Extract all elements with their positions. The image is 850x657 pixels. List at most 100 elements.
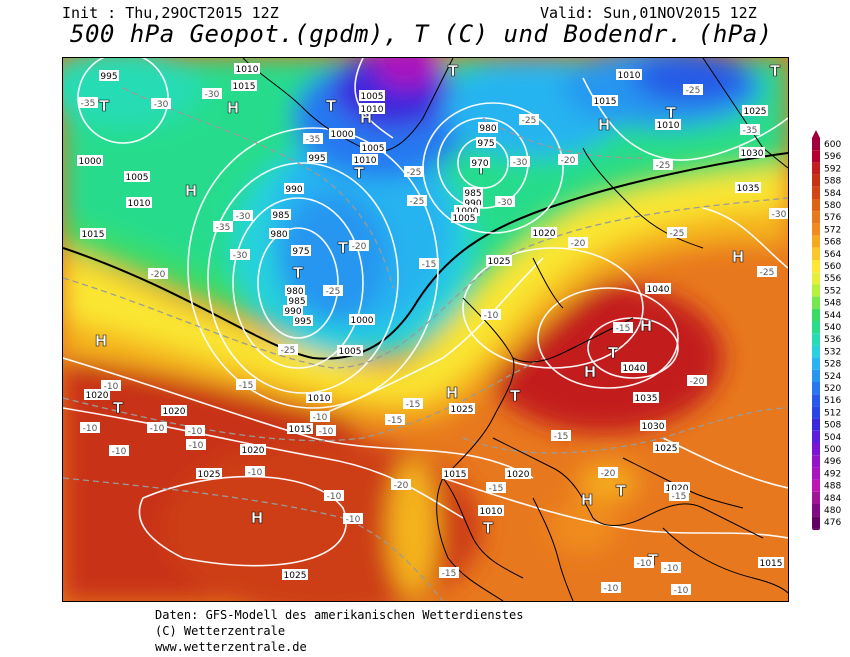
temperature-label: -30	[510, 156, 530, 168]
svg-text:-10: -10	[248, 468, 263, 478]
svg-text:995: 995	[100, 72, 117, 82]
svg-text:-15: -15	[239, 381, 254, 391]
svg-text:-15: -15	[422, 260, 437, 270]
svg-text:1025: 1025	[655, 444, 678, 454]
svg-text:1020: 1020	[666, 484, 689, 494]
pressure-label: 990	[284, 183, 304, 195]
temperature-label: -25	[757, 266, 777, 278]
temperature-label: -10	[310, 411, 330, 423]
pressure-label: 1025	[742, 105, 768, 117]
legend-swatch	[812, 162, 820, 175]
svg-text:-10: -10	[346, 515, 361, 525]
svg-text:-10: -10	[313, 413, 328, 423]
low-marker: T	[293, 264, 304, 282]
svg-text:1000: 1000	[351, 316, 374, 326]
temperature-label: -10	[343, 513, 363, 525]
pressure-label: 1020	[84, 389, 110, 401]
svg-text:-10: -10	[664, 564, 679, 574]
svg-text:-10: -10	[188, 427, 203, 437]
color-scale-legend: 600 596 592 588 584 580 576 572 568 564 560 556 552 5…	[812, 130, 841, 530]
pressure-label: 1010	[655, 119, 681, 131]
pressure-label: 995	[307, 152, 327, 164]
temperature-label: -10	[245, 466, 265, 478]
pressure-label: 1025	[196, 468, 222, 480]
svg-text:-10: -10	[674, 586, 689, 596]
temperature-label: -25	[404, 166, 424, 178]
legend-swatch	[812, 308, 820, 321]
pressure-label: 1015	[592, 95, 618, 107]
svg-text:-10: -10	[604, 584, 619, 594]
legend-value: 504	[824, 433, 841, 443]
temperature-label: -25	[683, 84, 703, 96]
svg-text:1025: 1025	[744, 107, 767, 117]
svg-text:-30: -30	[205, 90, 220, 100]
pressure-label: 1000	[329, 128, 355, 140]
temperature-label: -10	[186, 439, 206, 451]
svg-text:-10: -10	[83, 424, 98, 434]
pressure-label: 970	[470, 157, 490, 169]
temperature-label: -15	[669, 490, 689, 502]
legend-swatch	[812, 382, 820, 395]
svg-text:1010: 1010	[236, 65, 259, 75]
contour-552	[63, 152, 788, 360]
pressure-label: 995	[99, 70, 119, 82]
temperature-label: -25	[653, 159, 673, 171]
svg-text:1025: 1025	[451, 405, 474, 415]
svg-text:-10: -10	[637, 559, 652, 569]
svg-text:990: 990	[284, 307, 301, 317]
temperature-label: -20	[568, 237, 588, 249]
legend-swatch	[812, 296, 820, 309]
pressure-label: 1035	[633, 392, 659, 404]
svg-text:-25: -25	[410, 197, 425, 207]
svg-text:1025: 1025	[198, 470, 221, 480]
svg-text:-10: -10	[189, 441, 204, 451]
svg-text:-35: -35	[306, 135, 321, 145]
svg-text:-10: -10	[150, 424, 165, 434]
temperature-label: -10	[601, 582, 621, 594]
svg-text:1030: 1030	[642, 422, 665, 432]
pressure-label: 1010	[306, 392, 332, 404]
pressure-label: 1030	[739, 147, 765, 159]
legend-swatch	[812, 211, 820, 224]
legend-swatch	[812, 284, 820, 297]
pressure-label: 1010	[352, 154, 378, 166]
footer-website[interactable]: www.wetterzentrale.de	[155, 640, 307, 654]
pressure-label: 1040	[621, 362, 647, 374]
svg-text:-35: -35	[216, 223, 231, 233]
svg-text:1005: 1005	[126, 173, 149, 183]
svg-text:1020: 1020	[163, 407, 186, 417]
low-marker: T	[666, 104, 677, 122]
legend-value: 548	[824, 299, 841, 309]
high-marker: H	[446, 384, 459, 402]
legend-swatch	[812, 406, 820, 419]
svg-text:-25: -25	[760, 268, 775, 278]
temperature-label: -30	[202, 88, 222, 100]
low-marker: T	[338, 239, 349, 257]
pressure-label: 1020	[505, 468, 531, 480]
legend-swatch	[812, 430, 820, 443]
svg-text:970: 970	[471, 159, 488, 169]
pressure-label: 975	[291, 245, 311, 257]
pressure-label: 1010	[234, 63, 260, 75]
temperature-label: -15	[419, 258, 439, 270]
low-marker: T	[113, 399, 124, 417]
temperature-label: -15	[236, 379, 256, 391]
legend-bottom-arrow	[812, 528, 820, 530]
temperature-label: -20	[687, 375, 707, 387]
svg-text:-30: -30	[236, 212, 251, 222]
pressure-label: 1015	[231, 80, 257, 92]
svg-text:-20: -20	[561, 156, 576, 166]
legend-value: 500	[824, 445, 841, 455]
pressure-label: 1015	[287, 423, 313, 435]
svg-text:975: 975	[292, 247, 309, 257]
svg-text:1010: 1010	[354, 156, 377, 166]
legend-value: 524	[824, 372, 841, 382]
svg-text:1010: 1010	[657, 121, 680, 131]
svg-text:-25: -25	[670, 229, 685, 239]
legend-value: 492	[824, 469, 841, 479]
pressure-label: 1035	[735, 182, 761, 194]
legend-value: 528	[824, 360, 841, 370]
high-marker: H	[227, 99, 240, 117]
svg-text:-15: -15	[554, 432, 569, 442]
